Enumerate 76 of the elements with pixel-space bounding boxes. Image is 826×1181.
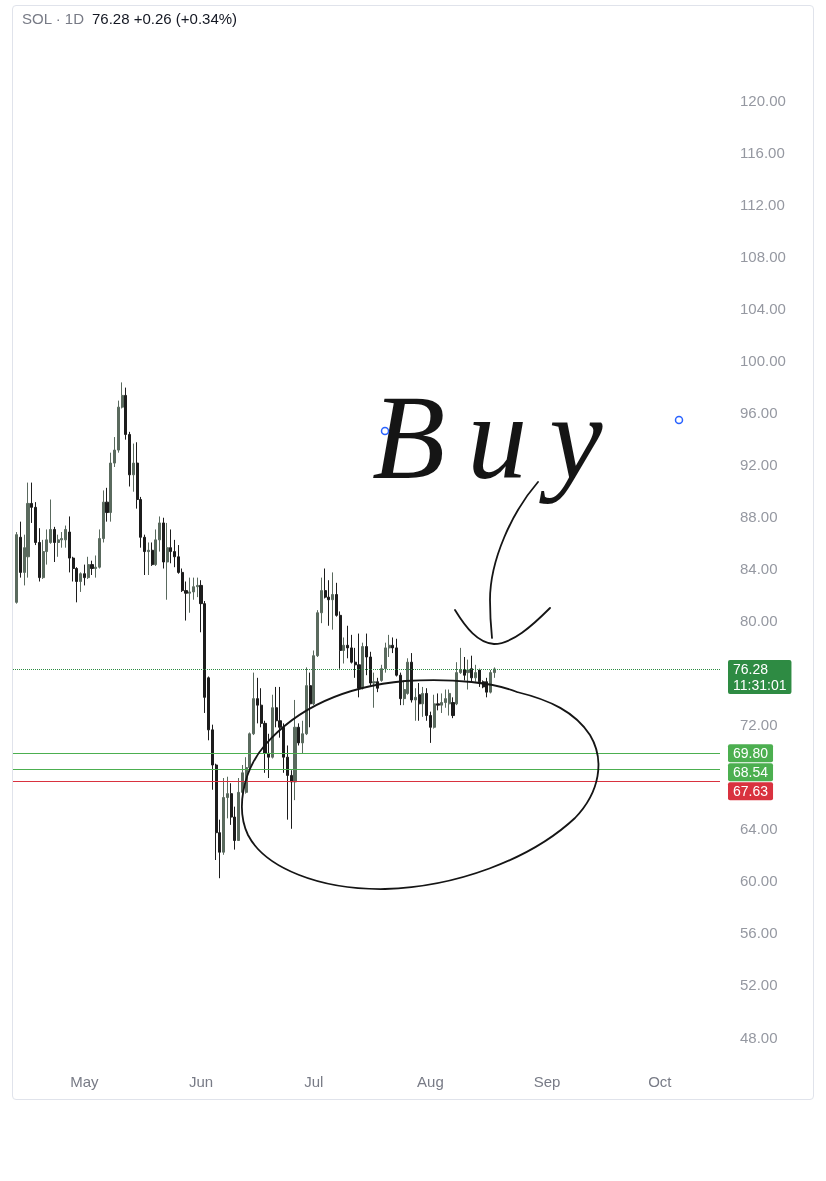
candlestick: [410, 652, 413, 704]
candlestick: [293, 699, 297, 801]
candlestick: [414, 687, 417, 722]
candlestick: [470, 655, 473, 683]
candlestick: [79, 571, 82, 593]
candlestick: [256, 677, 259, 724]
candlestick: [418, 682, 421, 722]
candlestick: [132, 443, 135, 493]
candlestick: [485, 677, 488, 698]
candlestick: [440, 692, 443, 714]
candlestick: [448, 689, 451, 717]
y-tick-label: 64.00: [740, 820, 778, 838]
chart-title: SOL · 1D: [22, 10, 84, 27]
x-tick-label: Aug: [417, 1073, 444, 1090]
y-tick-label: 96.00: [740, 403, 778, 421]
candlestick: [361, 642, 364, 691]
candlestick: [19, 521, 22, 579]
candlestick: [162, 517, 165, 569]
y-tick-label: 60.00: [740, 872, 778, 890]
candlestick: [53, 526, 56, 563]
y-tick-label: 80.00: [740, 612, 778, 630]
candlestick: [166, 522, 169, 601]
annotation: Buy: [372, 371, 625, 504]
y-tick-label: 120.00: [740, 91, 786, 109]
x-tick-label: Oct: [648, 1073, 673, 1090]
candlestick: [87, 556, 90, 580]
ref-line-label: 69.80: [733, 745, 769, 762]
ref-line-label: 67.63: [733, 783, 769, 800]
y-tick-label: 56.00: [740, 924, 778, 942]
y-tick-label: 104.00: [740, 299, 786, 317]
candlestick: [372, 672, 376, 709]
candlestick: [147, 541, 150, 576]
candlestick: [489, 669, 492, 694]
candlestick: [436, 692, 440, 711]
x-tick-label: Jun: [188, 1073, 214, 1090]
y-tick-label: 92.00: [740, 455, 778, 473]
candlestick: [309, 672, 312, 728]
candlestick: [342, 636, 345, 664]
candlestick: [57, 534, 60, 558]
ref-line-label: 68.54: [733, 764, 769, 781]
candlestick: [297, 722, 300, 746]
candlestick: [151, 541, 154, 567]
candlestick: [83, 564, 86, 586]
y-tick-label: 116.00: [740, 143, 785, 161]
candlestick: [15, 531, 18, 605]
y-tick-label: 48.00: [740, 1028, 778, 1046]
y-tick-label: 72.00: [740, 716, 778, 734]
candlestick: [169, 528, 172, 564]
candlestick: [463, 656, 466, 681]
ref-line-label: 76.28 11:31:01: [733, 660, 787, 693]
chart-subtitle: 76.28 +0.26 (+0.34%): [91, 10, 238, 27]
candlestick: [222, 777, 225, 856]
candlestick: [64, 525, 67, 549]
x-tick-label: Jul: [304, 1073, 324, 1090]
candlestick: [433, 694, 436, 730]
y-tick-label: 84.00: [740, 560, 778, 577]
y-tick-label: 100.00: [740, 351, 786, 369]
y-tick-label: 108.00: [740, 247, 786, 265]
candlestick: [474, 664, 477, 683]
candlestick: [90, 560, 94, 576]
candlestick: [478, 668, 481, 688]
candlestick: [331, 571, 334, 631]
candlestick: [188, 577, 191, 614]
x-tick-label: May: [70, 1073, 100, 1090]
candlestick: [376, 677, 379, 693]
candlestick: [451, 696, 455, 719]
candlestick: [357, 633, 361, 698]
candlestick: [105, 487, 109, 523]
candlestick: [196, 577, 199, 598]
candlestick: [271, 694, 274, 759]
y-tick-label: 112.00: [740, 195, 785, 213]
candlestick: [466, 659, 470, 691]
y-tick-label: 88.00: [740, 507, 778, 525]
candlestick: [421, 686, 424, 718]
x-tick-label: Sep: [533, 1073, 561, 1090]
y-tick-label: 52.00: [740, 976, 778, 994]
